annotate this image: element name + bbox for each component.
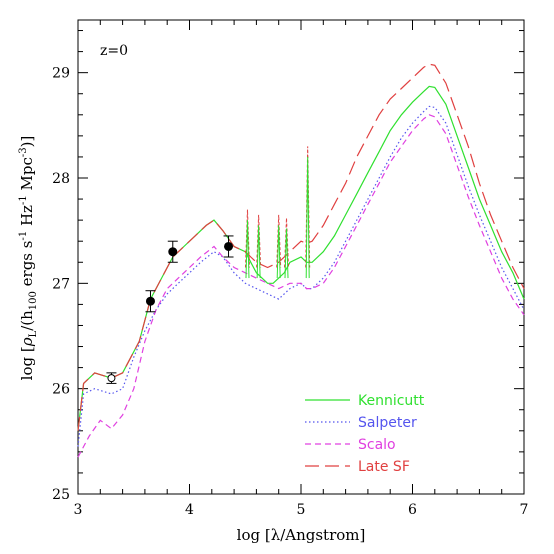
spike-kennicutt	[245, 220, 250, 279]
data-point	[168, 247, 178, 257]
spike-kennicutt	[305, 156, 310, 279]
spike-late-sf	[284, 218, 290, 268]
tick-labels: 3 4 5 6 7 25 26 27 28 29	[52, 66, 528, 518]
y-tick-label: 27	[52, 276, 70, 292]
legend-label: Salpeter	[358, 415, 417, 431]
data-point	[145, 296, 155, 306]
series-line-late-sf	[77, 63, 525, 431]
x-tick-label: 6	[408, 502, 417, 518]
y-tick-label: 26	[52, 382, 70, 398]
x-tick-label: 4	[185, 502, 194, 518]
spike-kennicutt	[284, 228, 289, 279]
x-axis-label: log [λ/Angstrom]	[237, 526, 366, 544]
legend-label: Kennicutt	[358, 393, 425, 409]
emission-spikes	[244, 146, 311, 279]
spike-late-sf	[276, 214, 282, 268]
spike-late-sf	[244, 209, 250, 268]
series-line-salpeter	[77, 105, 525, 447]
legend-label: Late SF	[358, 459, 410, 475]
legend: Kennicutt Salpeter Scalo Late SF	[305, 393, 425, 475]
y-tick-label: 28	[52, 171, 70, 187]
series-lines	[77, 63, 525, 458]
data-point	[224, 241, 234, 251]
y-axis-label: log [ρL/(h100 ergs s-1 Hz-1 Mpc-3)]	[18, 136, 39, 381]
spike-kennicutt	[276, 225, 281, 279]
series-line-scalo	[77, 114, 525, 458]
data-point	[107, 374, 116, 383]
y-tick-label: 25	[52, 487, 70, 503]
series-line-kennicutt	[77, 85, 525, 431]
x-tick-label: 5	[297, 502, 306, 518]
spike-kennicutt	[256, 225, 261, 279]
tick-marks	[77, 20, 525, 495]
x-tick-label: 3	[74, 502, 83, 518]
data-points	[106, 235, 234, 384]
x-tick-label: 7	[520, 502, 529, 518]
spike-late-sf	[256, 214, 262, 268]
redshift-annotation: z=0	[100, 43, 128, 59]
y-tick-label: 29	[52, 66, 70, 82]
legend-label: Scalo	[358, 437, 396, 453]
